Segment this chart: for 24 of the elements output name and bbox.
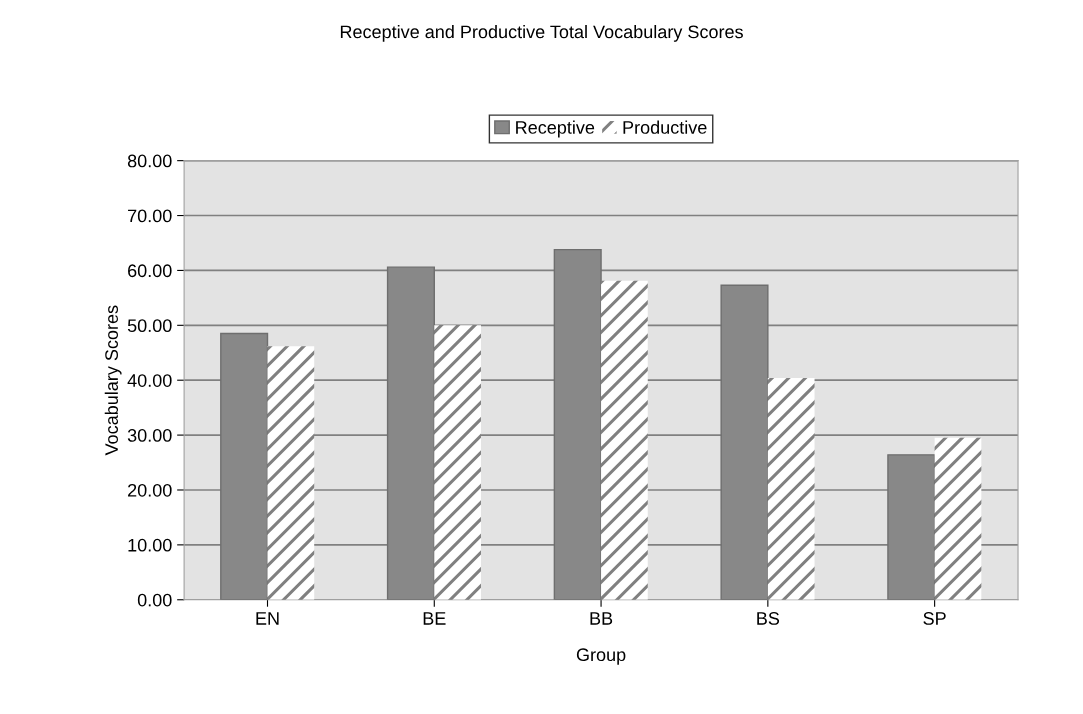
x-tick-label: BS (757, 612, 780, 625)
y-tick-label: 40.00 (127, 374, 172, 387)
bar (267, 346, 315, 600)
x-tick-label: SP (923, 612, 946, 625)
y-tick-label: 70.00 (128, 209, 172, 223)
y-tick-label: 50.00 (127, 319, 172, 333)
y-tick-label: 20.00 (128, 483, 172, 497)
x-axis-title: Group (576, 648, 626, 665)
chart-title: Receptive and Productive Total Vocabulary Scores (340, 24, 743, 42)
x-tick-label: EN (256, 612, 279, 625)
y-tick-label: 0.00 (137, 593, 172, 607)
bar (434, 325, 481, 600)
y-tick-label: 80.00 (127, 154, 172, 168)
x-tick-label: BE (423, 612, 446, 625)
bar (601, 280, 648, 600)
bar (767, 378, 815, 600)
y-tick-label: 10.00 (128, 538, 172, 552)
y-axis-title: Vocabulary Scores (104, 305, 122, 456)
bar (934, 437, 982, 600)
legend-label: Productive (623, 120, 707, 134)
y-tick-label: 60.00 (128, 264, 172, 278)
legend-label: Receptive (516, 120, 595, 138)
x-tick-label: BB (590, 612, 613, 625)
y-tick-label: 30.00 (127, 429, 172, 442)
